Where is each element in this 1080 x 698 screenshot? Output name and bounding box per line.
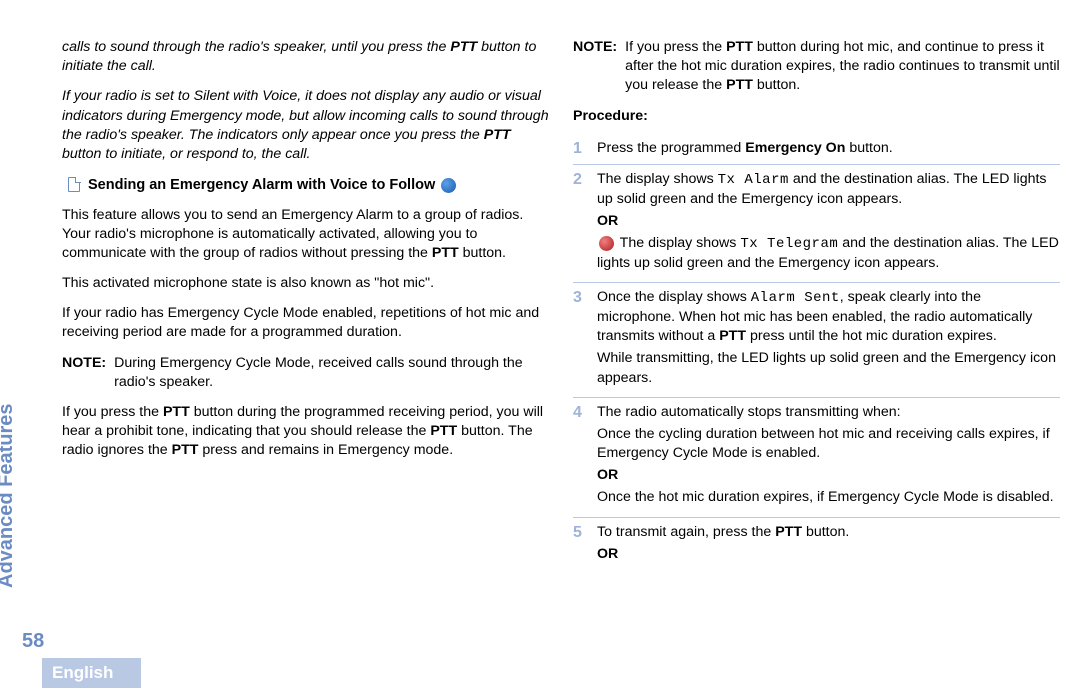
text: button. <box>845 140 892 156</box>
text: The display shows <box>597 171 718 187</box>
language-tab: English <box>42 658 141 688</box>
note-label: NOTE: <box>573 38 617 96</box>
text: Once the display shows <box>597 289 751 305</box>
text: press until the hot mic duration expires… <box>746 328 997 344</box>
text: button. <box>459 245 506 261</box>
display-text: Tx Alarm <box>718 172 789 188</box>
procedure-step: 5 To transmit again, press the PTT butto… <box>573 518 1060 573</box>
text: If you press the <box>625 39 726 55</box>
ptt-label: PTT <box>726 39 753 55</box>
intro-paragraph-1: calls to sound through the radio's speak… <box>62 38 549 76</box>
step-number: 4 <box>573 403 587 511</box>
ptt-label: PTT <box>484 127 511 143</box>
text: While transmitting, the LED lights up so… <box>597 349 1060 387</box>
text: button. <box>753 77 800 93</box>
right-column: NOTE: If you press the PTT button during… <box>573 38 1060 650</box>
body-paragraph: If you press the PTT button during the p… <box>62 403 549 461</box>
step-body: The radio automatically stops transmitti… <box>597 403 1060 511</box>
page-number: 58 <box>22 630 44 653</box>
section-heading: Sending an Emergency Alarm with Voice to… <box>68 176 549 196</box>
note-block: NOTE: During Emergency Cycle Mode, recei… <box>62 354 549 392</box>
heading-text: Sending an Emergency Alarm with Voice to… <box>88 176 458 196</box>
body-paragraph: This feature allows you to send an Emerg… <box>62 206 549 264</box>
step-number: 3 <box>573 288 587 391</box>
text: If you press the <box>62 404 163 420</box>
step-body: To transmit again, press the PTT button.… <box>597 523 1060 567</box>
text: button to initiate, or respond to, the c… <box>62 146 310 162</box>
emergency-icon <box>441 178 456 193</box>
text: calls to sound through the radio's speak… <box>62 39 450 55</box>
text: Once the hot mic duration expires, if Em… <box>597 488 1060 507</box>
ptt-label: PTT <box>163 404 190 420</box>
ptt-label: PTT <box>719 328 746 344</box>
ptt-label: PTT <box>450 39 477 55</box>
emergency-icon <box>599 236 614 251</box>
ptt-label: PTT <box>775 524 802 540</box>
ptt-label: PTT <box>430 423 457 439</box>
text: The radio automatically stops transmitti… <box>597 403 1060 422</box>
procedure-label: Procedure: <box>573 107 1060 126</box>
or-label: OR <box>597 545 1060 564</box>
page: Advanced Features 58 English calls to so… <box>0 0 1080 698</box>
step-body: The display shows Tx Alarm and the desti… <box>597 170 1060 276</box>
or-label: OR <box>597 212 1060 231</box>
text: Emergency On <box>745 140 845 156</box>
note-body: If you press the PTT button during hot m… <box>625 38 1060 96</box>
display-text: Alarm Sent <box>751 290 840 306</box>
document-icon <box>68 177 80 192</box>
text: Sending an Emergency Alarm with Voice to… <box>88 177 435 193</box>
ptt-label: PTT <box>172 442 199 458</box>
text: If your radio is set to Silent with Voic… <box>62 88 549 142</box>
display-text: Tx Telegram <box>740 236 838 252</box>
step-number: 5 <box>573 523 587 567</box>
text: press and remains in Emergency mode. <box>198 442 453 458</box>
intro-paragraph-2: If your radio is set to Silent with Voic… <box>62 87 549 164</box>
procedure-step: 4 The radio automatically stops transmit… <box>573 398 1060 518</box>
note-label: NOTE: <box>62 354 106 392</box>
text: Once the cycling duration between hot mi… <box>597 425 1060 463</box>
content-columns: calls to sound through the radio's speak… <box>62 38 1060 650</box>
text: To transmit again, press the <box>597 524 775 540</box>
sidebar-section-label: Advanced Features <box>0 403 18 588</box>
body-paragraph: If your radio has Emergency Cycle Mode e… <box>62 304 549 342</box>
note-body: During Emergency Cycle Mode, received ca… <box>114 354 549 392</box>
step-body: Once the display shows Alarm Sent, speak… <box>597 288 1060 391</box>
procedure-step: 2 The display shows Tx Alarm and the des… <box>573 165 1060 283</box>
body-paragraph: This activated microphone state is also … <box>62 274 549 293</box>
procedure-step: 3 Once the display shows Alarm Sent, spe… <box>573 283 1060 398</box>
procedure-step: 1 Press the programmed Emergency On butt… <box>573 134 1060 165</box>
text: The display shows <box>616 235 740 251</box>
or-label: OR <box>597 466 1060 485</box>
ptt-label: PTT <box>726 77 753 93</box>
note-block: NOTE: If you press the PTT button during… <box>573 38 1060 96</box>
text: Press the programmed <box>597 140 745 156</box>
step-number: 2 <box>573 170 587 276</box>
ptt-label: PTT <box>432 245 459 261</box>
step-body: Press the programmed Emergency On button… <box>597 139 1060 158</box>
step-number: 1 <box>573 139 587 158</box>
text: button. <box>802 524 849 540</box>
left-column: calls to sound through the radio's speak… <box>62 38 549 650</box>
